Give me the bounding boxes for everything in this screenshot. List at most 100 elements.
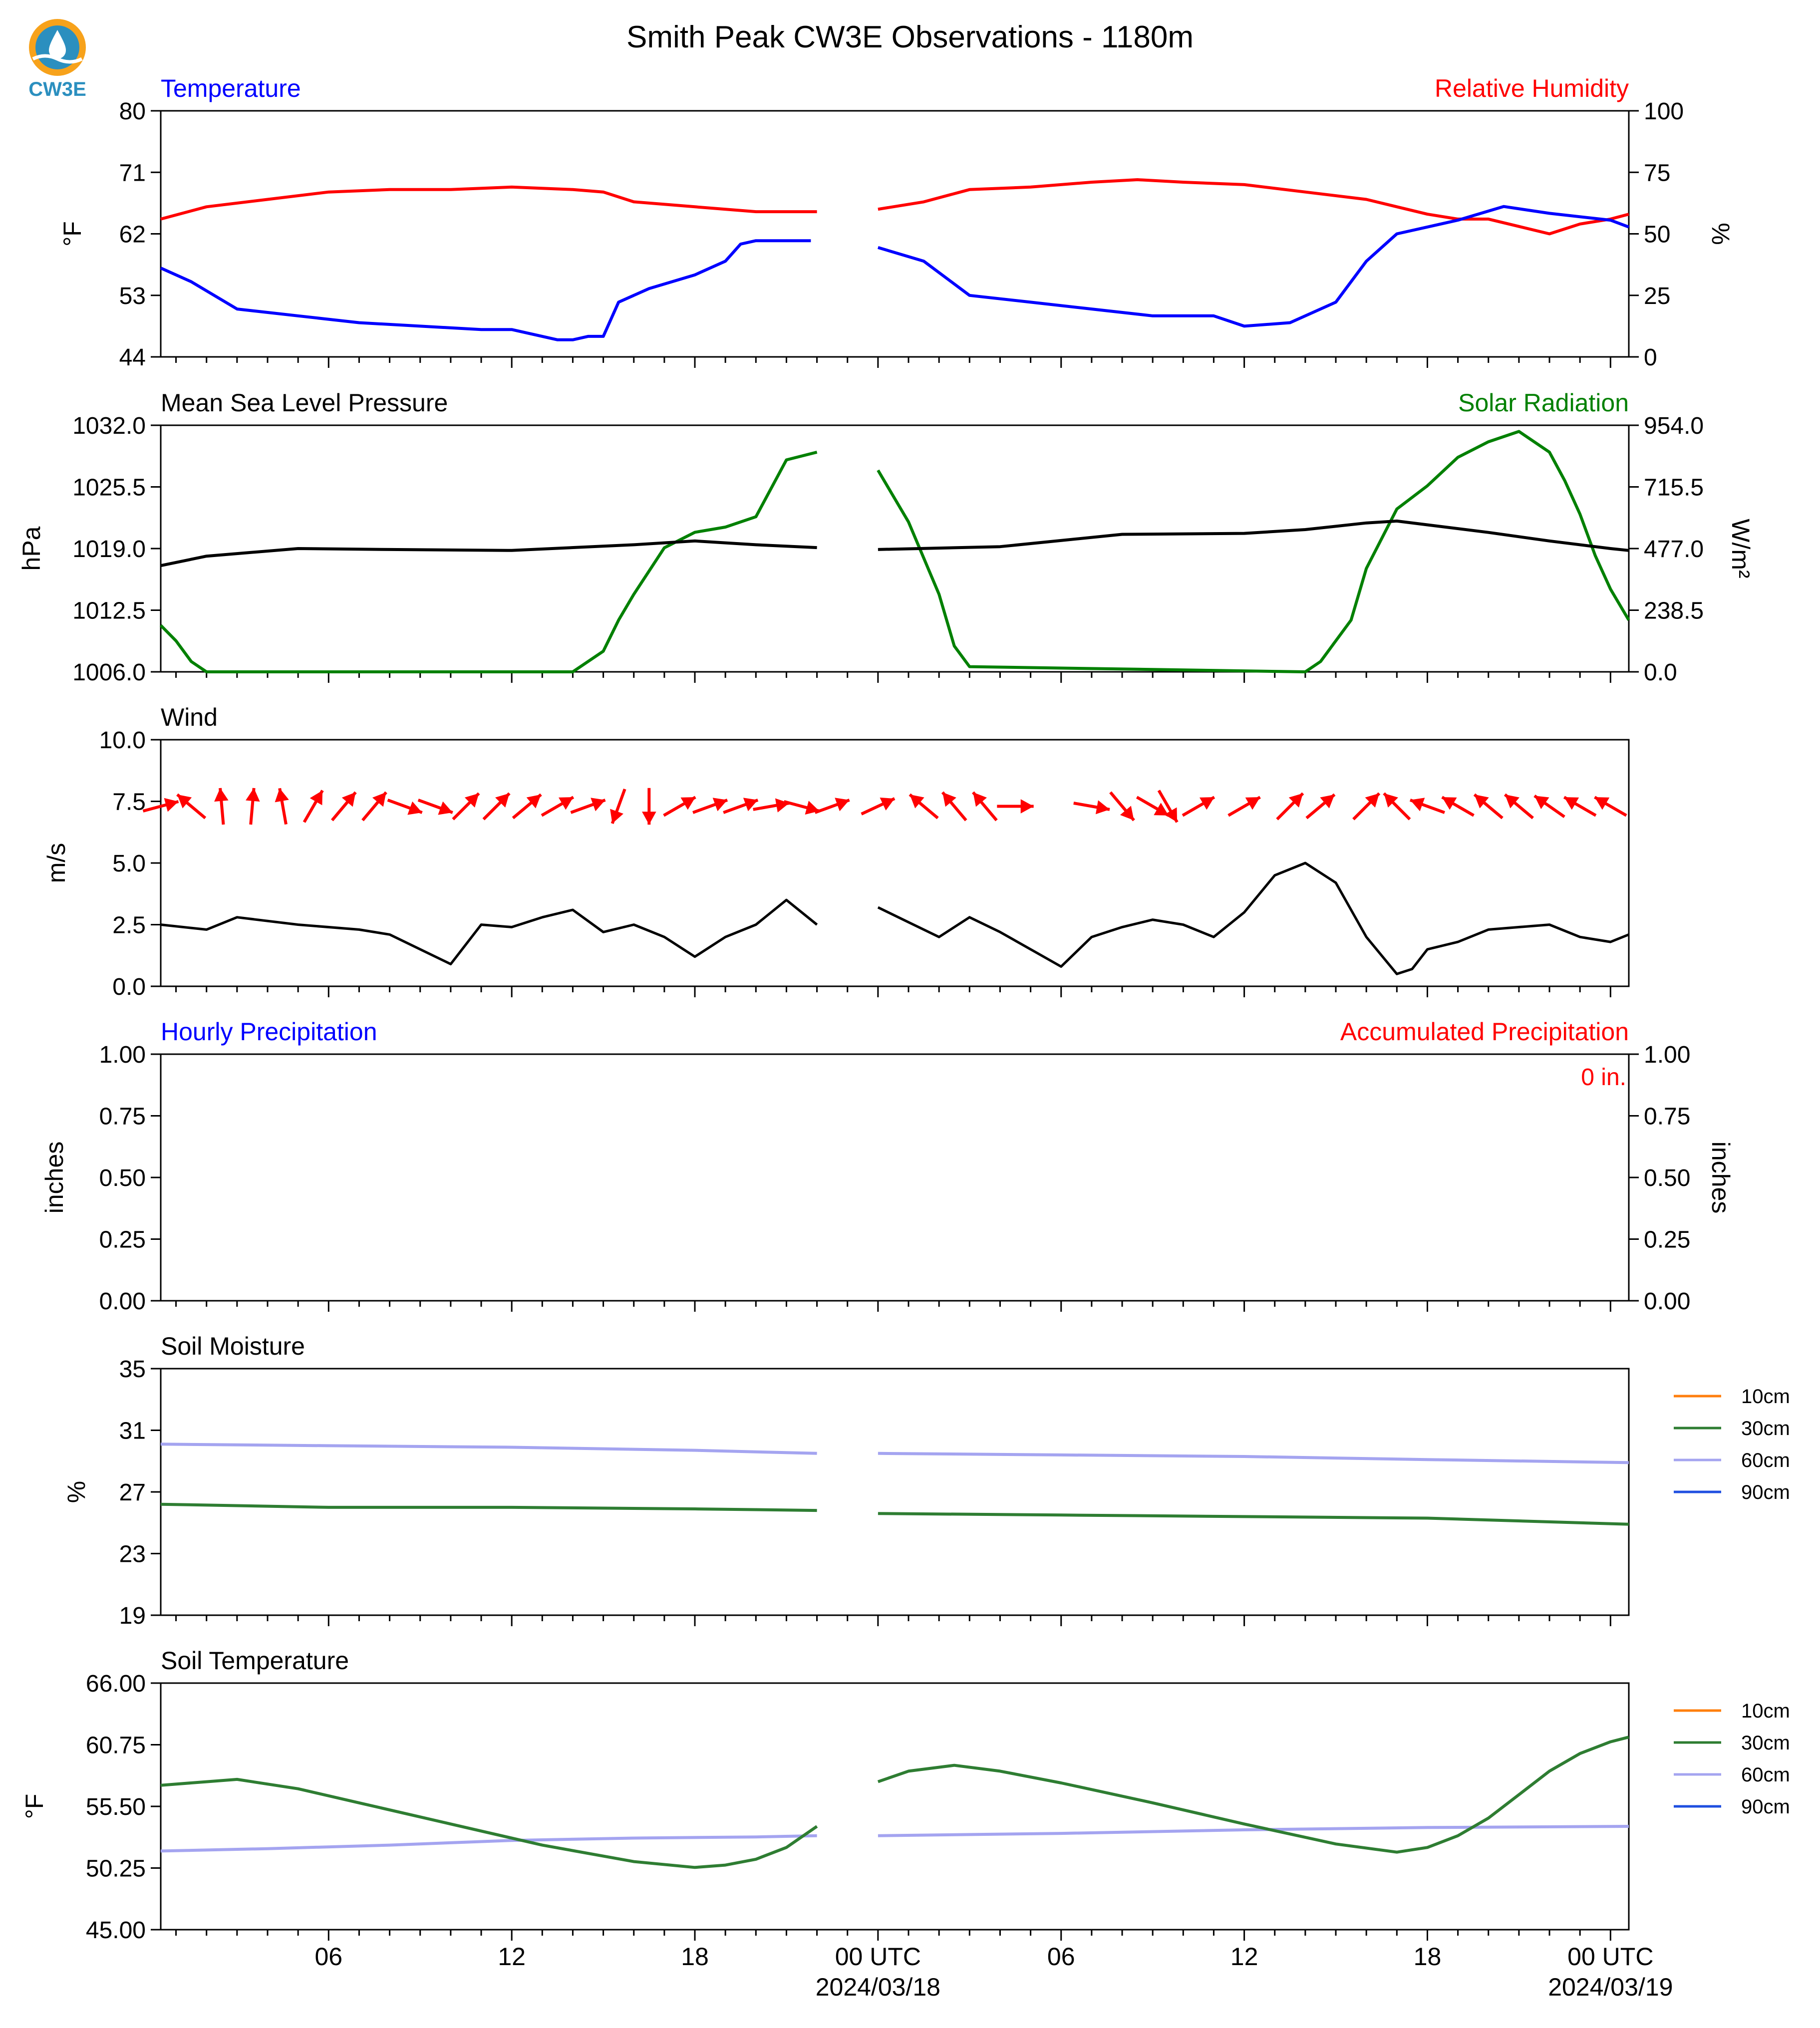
wind-arrow-head (1410, 798, 1425, 812)
wind-arrow-head (1564, 797, 1579, 810)
plot-frame (160, 1053, 1630, 1302)
right-tick-label: 0.25 (1644, 1227, 1690, 1253)
right-axis-unit: inches (1707, 1142, 1735, 1214)
left-tick-label: 66.00 (86, 1671, 146, 1697)
wind-arrow-head (642, 812, 656, 825)
humidity-line-seg-0 (160, 185, 817, 221)
wind-arrow (142, 798, 179, 813)
time-tick-label: 00 UTC (835, 1943, 921, 1971)
right-tick-label: 0.0 (1644, 659, 1677, 686)
wind-arrow (1073, 800, 1110, 815)
wind-arrow-head (1154, 803, 1169, 816)
wind-speed-line-seg-1 (877, 862, 1629, 975)
wind-arrow (642, 788, 656, 825)
logo-drop-icon (49, 30, 66, 59)
wind-arrow (512, 793, 542, 820)
soil-temperature-30cm-line-seg-1 (877, 1736, 1629, 1854)
wind-arrow (1441, 796, 1475, 817)
soil-moisture-60cm-line-seg-0 (160, 1443, 817, 1455)
wind-arrow (1563, 796, 1597, 817)
right-tick-label: 75 (1644, 160, 1670, 186)
wind-arrow-head (1320, 794, 1335, 809)
soil-temperature-60cm-line-seg-1 (878, 1825, 1629, 1837)
panel-wind: 0.0 2.5 5.0 7.5 10.0 Wind m/s (42, 703, 1630, 1000)
left-tick-label: 1025.5 (72, 475, 146, 501)
wind-arrow-head (1095, 800, 1110, 815)
time-tick-label: 18 (681, 1943, 709, 1971)
wind-arrow (1533, 794, 1565, 818)
wind-arrow (997, 799, 1034, 814)
left-tick-label: 0.75 (99, 1104, 146, 1130)
wind-arrow (1352, 792, 1381, 821)
wind-arrow (303, 790, 324, 823)
left-tick-label: 10.0 (99, 727, 146, 754)
left-tick-label: 23 (119, 1541, 146, 1568)
right-tick-label: 477.0 (1644, 536, 1704, 563)
left-tick-label: 1.00 (99, 1042, 146, 1068)
wind-arrow (783, 800, 820, 815)
panel-left-title: Wind (161, 703, 218, 731)
wind-arrow (723, 798, 759, 814)
left-tick-label: 35 (119, 1356, 146, 1383)
right-axis-unit: W/m² (1727, 519, 1755, 578)
time-tick-label: 06 (1047, 1943, 1075, 1971)
left-tick-label: 5.0 (112, 851, 146, 877)
left-tick-label: 71 (119, 160, 146, 186)
panels: 44 53 62 71 80 0 25 50 75 100 Temperature Relative … (17, 74, 1790, 2001)
left-tick-label: 27 (119, 1479, 146, 1506)
wind-arrow (971, 791, 998, 822)
time-tick-date: 2024/03/19 (1548, 1973, 1673, 2001)
wind-arrow (452, 792, 480, 821)
wind-arrow (275, 788, 289, 825)
wind-arrow (909, 793, 939, 820)
wind-arrow-head (973, 792, 987, 807)
wind-arrow (387, 799, 423, 815)
wind-arrow-head (942, 792, 956, 807)
wind-arrow (214, 788, 229, 825)
wind-arrow-head (341, 792, 356, 807)
left-tick-label: 31 (119, 1418, 146, 1445)
panel-left-title: Hourly Precipitation (161, 1018, 377, 1046)
wind-arrow-head (1384, 793, 1398, 808)
pressure-line-seg-1 (878, 519, 1629, 552)
legend-label-90cm: 90cm (1741, 1481, 1790, 1503)
legend-label-10cm: 10cm (1741, 1700, 1790, 1722)
wind-arrow-head (1474, 794, 1489, 809)
left-axis-unit: inches (40, 1142, 68, 1214)
left-tick-label: 55.50 (86, 1794, 146, 1820)
wind-arrow-head (559, 797, 574, 810)
wind-arrow-head (177, 794, 192, 809)
wind-arrow-head (1245, 797, 1260, 810)
wind-arrow (1305, 793, 1336, 820)
wind-arrow-head (835, 798, 850, 812)
panel-left-title: Mean Sea Level Pressure (161, 389, 448, 417)
wind-arrow-head (438, 801, 453, 815)
wind-arrow-head (495, 793, 510, 808)
left-axis-unit: °F (20, 1794, 48, 1819)
wind-arrow (417, 799, 453, 815)
plot-frame (160, 739, 1630, 987)
time-tick-label: 00 UTC (1567, 1943, 1653, 1971)
soil-moisture-60cm-line-seg-1 (878, 1451, 1629, 1464)
right-tick-label: 50 (1644, 222, 1670, 248)
left-tick-label: 80 (119, 98, 146, 125)
panel-temperature-humidity: 44 53 62 71 80 0 25 50 75 100 Temperature Relative … (58, 74, 1735, 371)
left-tick-label: 44 (119, 344, 146, 371)
wind-arrow (482, 792, 511, 821)
wind-arrow (1276, 792, 1304, 821)
logo-wave-icon (32, 54, 83, 64)
left-tick-label: 0.00 (99, 1288, 146, 1315)
wind-arrow-head (775, 798, 789, 813)
right-tick-label: 0.75 (1644, 1104, 1690, 1130)
wind-arrow (1136, 796, 1170, 817)
soil-moisture-30cm-line-seg-0 (160, 1502, 817, 1512)
legend-label-30cm: 30cm (1741, 1732, 1790, 1754)
wind-arrow-head (246, 788, 260, 802)
wind-arrow (1383, 792, 1411, 821)
wind-arrow-head (1164, 807, 1178, 823)
cw3e-logo: CW3E (28, 19, 86, 100)
wind-arrow (1504, 793, 1534, 820)
left-tick-label: 1032.0 (72, 413, 146, 439)
wind-arrow (941, 791, 967, 822)
